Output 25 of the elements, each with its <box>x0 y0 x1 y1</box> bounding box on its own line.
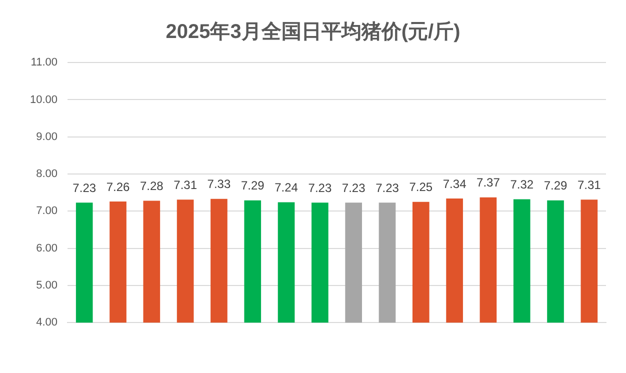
y-tick-label: 6.00 <box>36 242 58 254</box>
data-label: 7.32 <box>510 178 534 192</box>
y-tick-label: 5.00 <box>36 279 58 292</box>
y-tick-label: 8.00 <box>36 168 58 180</box>
data-label: 7.23 <box>308 180 332 195</box>
data-label: 7.33 <box>207 177 231 192</box>
data-label: 7.29 <box>240 178 265 193</box>
data-label: 7.23 <box>342 180 366 195</box>
data-label: 7.26 <box>106 180 130 194</box>
y-tick-label: 7.00 <box>36 205 58 218</box>
chart-title: 2025年3月全国日平均猪价(元/斤) <box>164 20 462 45</box>
data-label: 7.25 <box>409 180 433 194</box>
data-label: 7.23 <box>72 180 96 195</box>
data-label: 7.37 <box>476 176 500 190</box>
data-label: 7.29 <box>544 178 568 193</box>
y-tick-label: 10.00 <box>30 94 58 106</box>
data-label: 7.24 <box>274 180 298 195</box>
data-label: 7.34 <box>442 176 467 191</box>
data-label: 7.23 <box>376 180 400 195</box>
y-tick-label: 11.00 <box>30 56 58 69</box>
data-label: 7.31 <box>174 178 198 192</box>
data-label: 7.28 <box>140 179 164 194</box>
data-label: 7.31 <box>577 178 602 192</box>
y-tick-label: 4.00 <box>36 316 58 329</box>
y-tick-label: 9.00 <box>36 130 58 143</box>
